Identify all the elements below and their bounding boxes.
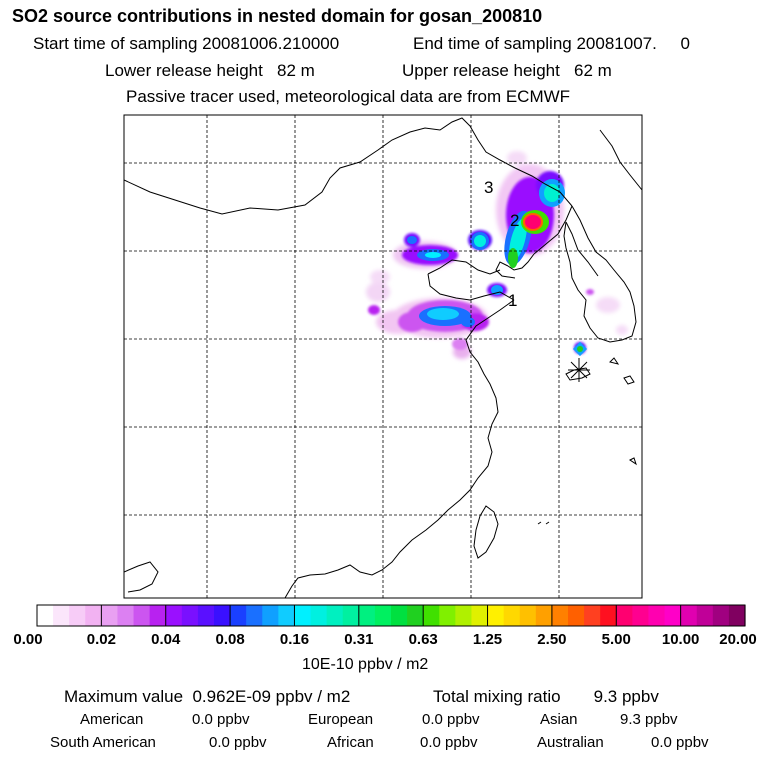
european-value: 0.0 ppbv <box>422 711 480 728</box>
colorbar-tick-label: 0.02 <box>86 631 116 648</box>
start-time-label: Start time of sampling 20081006.210000 <box>33 34 340 53</box>
asian-label: Asian <box>540 711 578 728</box>
colorbar-cell <box>551 605 569 626</box>
european-label: European <box>308 711 374 728</box>
colorbar-cell <box>423 605 440 626</box>
colorbar-tick-label: 0.31 <box>344 631 374 648</box>
colorbar-cell <box>117 605 135 626</box>
colorbar-cell <box>632 605 650 626</box>
colorbar-cell <box>230 605 247 626</box>
colorbar-cell <box>600 605 617 626</box>
maximum-value-label: Maximum value 0.962E-09 ppbv / m2 <box>64 687 351 706</box>
asian-value: 9.3 ppbv <box>620 711 678 728</box>
american-value: 0.0 ppbv <box>192 711 250 728</box>
colorbar-tick-label: 0.08 <box>215 631 245 648</box>
colorbar-cell <box>358 605 376 626</box>
colorbar-cell <box>455 605 473 626</box>
colorbar-cell <box>262 605 279 626</box>
grid-lines <box>124 115 642 598</box>
colorbar-cell <box>149 605 167 626</box>
colorbar-tick-label: 0.04 <box>151 631 181 648</box>
colorbar-cell <box>616 605 633 626</box>
colorbar-cell <box>712 605 730 626</box>
colorbar-cell <box>278 605 296 626</box>
colorbar-tick-label: 0.16 <box>279 631 310 648</box>
marker-1: 1 <box>508 291 517 310</box>
colorbar-cell <box>503 605 521 626</box>
australian-label: Australian <box>537 734 604 751</box>
colorbar-tick-label: 2.50 <box>537 631 567 648</box>
colorbar-border <box>36 604 746 627</box>
colorbar-cell <box>664 605 682 626</box>
colorbar-cell <box>133 605 151 626</box>
australian-value: 0.0 ppbv <box>651 734 709 751</box>
colorbar-tick-label: 0.00 <box>13 631 43 648</box>
total-mixing-ratio-label: Total mixing ratio 9.3 ppbv <box>433 687 659 706</box>
colorbar-cell <box>85 605 102 626</box>
colorbar-cell <box>487 605 505 626</box>
colorbar-cell <box>696 605 714 626</box>
colorbar-cell <box>246 605 263 626</box>
colorbar-unit-label: 10E-10 ppbv / m2 <box>302 656 429 673</box>
colorbar-cell <box>165 605 183 626</box>
colorbar-cell <box>648 605 666 626</box>
upper-release-label: Upper release height 62 m <box>402 61 612 80</box>
passive-tracer-label: Passive tracer used, meteorological data… <box>126 87 571 106</box>
american-label: American <box>80 711 144 728</box>
plume-layer <box>366 151 628 359</box>
colorbar-cell <box>342 605 360 626</box>
colorbar-tick-label: 0.63 <box>408 631 438 648</box>
station-star-icon <box>568 358 590 382</box>
african-value: 0.0 ppbv <box>420 734 478 751</box>
end-time-label: End time of sampling 20081007. 0 <box>413 34 690 53</box>
colorbar <box>36 604 746 627</box>
plot-frame <box>123 114 643 599</box>
plume-inner <box>407 179 588 357</box>
colorbar-cell <box>407 605 424 626</box>
colorbar-cell <box>37 605 54 626</box>
colorbar-cell <box>519 605 537 626</box>
colorbar-cell <box>568 605 585 626</box>
lower-release-label: Lower release height 82 m <box>105 61 315 80</box>
colorbar-cell <box>53 605 70 626</box>
colorbar-cell <box>326 605 344 626</box>
colorbar-cell <box>391 605 408 626</box>
marker-2: 2 <box>510 211 519 230</box>
south-american-value: 0.0 ppbv <box>209 734 267 751</box>
colorbar-cell <box>69 605 86 626</box>
colorbar-tick-label: 10.00 <box>661 631 700 648</box>
colorbar-cell <box>535 605 553 626</box>
page-title: SO2 source contributions in nested domai… <box>12 6 543 26</box>
colorbar-cell <box>294 605 312 626</box>
colorbar-cell <box>439 605 456 626</box>
south-american-label: South American <box>50 734 156 751</box>
colorbar-cell <box>197 605 215 626</box>
african-label: African <box>327 734 374 751</box>
colorbar-cell <box>728 605 746 626</box>
colorbar-tick-label: 20.00 <box>719 631 757 648</box>
marker-3: 3 <box>484 178 493 197</box>
colorbar-cell <box>214 605 231 626</box>
colorbar-cell <box>310 605 328 626</box>
colorbar-tick-label: 5.00 <box>601 631 631 648</box>
colorbar-cell <box>181 605 199 626</box>
colorbar-cell <box>584 605 601 626</box>
colorbar-cell <box>471 605 489 626</box>
colorbar-cell <box>101 605 119 626</box>
colorbar-tick-label: 1.25 <box>472 631 503 648</box>
colorbar-cell <box>374 605 392 626</box>
colorbar-cell <box>680 605 698 626</box>
